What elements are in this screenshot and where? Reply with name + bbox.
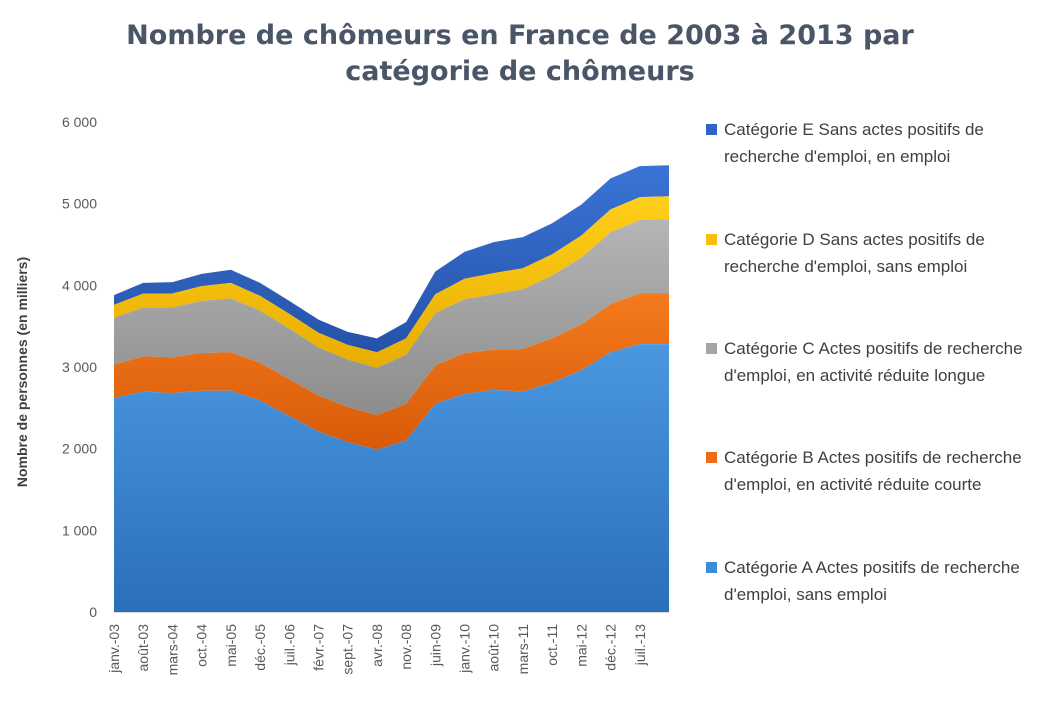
x-tick-label: sept.-07: [340, 624, 356, 675]
area-series-b: [114, 293, 669, 450]
legend-item-a: Catégorie A Actes positifs de recherche …: [706, 554, 1036, 608]
x-tick-label: déc.-05: [252, 624, 268, 671]
x-tick-label: oct.-04: [194, 624, 210, 667]
y-axis-title: Nombre de personnes (en milliers): [14, 256, 30, 488]
area-series-c: [114, 219, 669, 416]
y-tick-label: 1 000: [62, 522, 97, 538]
x-tick-label: août-03: [135, 624, 151, 672]
y-tick-label: 6 000: [62, 114, 97, 130]
x-tick-label: juin-09: [427, 624, 443, 667]
x-tick-label: août-10: [486, 624, 502, 672]
x-tick-label: févr.-07: [310, 624, 326, 671]
y-tick-label: 4 000: [62, 277, 97, 293]
chart-title-line-1: Nombre de chômeurs en France de 2003 à 2…: [126, 20, 914, 51]
legend-label-b: Catégorie B Actes positifs de recherche …: [724, 448, 1022, 494]
legend-item-e: Catégorie E Sans actes positifs de reche…: [706, 116, 1036, 170]
x-tick-label: janv.-10: [457, 624, 473, 674]
y-tick-label: 3 000: [62, 359, 97, 375]
x-tick-label: oct.-11: [544, 624, 560, 666]
x-tick-label: juil.-13: [632, 624, 648, 666]
chart-title: Nombre de chômeurs en France de 2003 à 2…: [90, 18, 950, 90]
y-axis: 0 1 000 2 000 3 000 4 000 5 000 6 000: [62, 114, 97, 620]
legend-label-c: Catégorie C Actes positifs de recherche …: [724, 339, 1023, 385]
x-tick-label: juil.-06: [281, 624, 297, 666]
area-series-a: [114, 344, 669, 612]
x-tick-label: mars-04: [164, 624, 180, 676]
legend-item-c: Catégorie C Actes positifs de recherche …: [706, 335, 1036, 389]
plot-area: [114, 165, 669, 612]
y-tick-label: 5 000: [62, 196, 97, 212]
x-tick-label: mars-11: [515, 624, 531, 675]
x-tick-label: mai-05: [223, 624, 239, 667]
legend-label-e: Catégorie E Sans actes positifs de reche…: [724, 120, 984, 166]
x-axis: janv.-03 août-03 mars-04 oct.-04 mai-05 déc.-…: [106, 612, 669, 676]
x-tick-label: mai-12: [573, 624, 589, 667]
area-series-d: [114, 196, 669, 368]
y-tick-label: 2 000: [62, 441, 97, 457]
x-tick-label: nov.-08: [398, 624, 414, 670]
legend-swatch-e: [706, 124, 717, 135]
legend-label-a: Catégorie A Actes positifs de recherche …: [724, 558, 1020, 604]
x-tick-label: déc.-12: [603, 624, 619, 671]
legend-swatch-d: [706, 234, 717, 245]
legend-item-b: Catégorie B Actes positifs de recherche …: [706, 444, 1036, 498]
x-tick-label: avr.-08: [369, 624, 385, 667]
legend-label-d: Catégorie D Sans actes positifs de reche…: [724, 230, 985, 276]
chart-title-line-2: catégorie de chômeurs: [345, 56, 695, 87]
legend-item-d: Catégorie D Sans actes positifs de reche…: [706, 226, 1036, 280]
legend-swatch-a: [706, 562, 717, 573]
x-tick-label: janv.-03: [106, 624, 122, 674]
area-series-e: [114, 165, 669, 353]
legend-swatch-b: [706, 452, 717, 463]
y-tick-label: 0: [89, 604, 97, 620]
legend-swatch-c: [706, 343, 717, 354]
